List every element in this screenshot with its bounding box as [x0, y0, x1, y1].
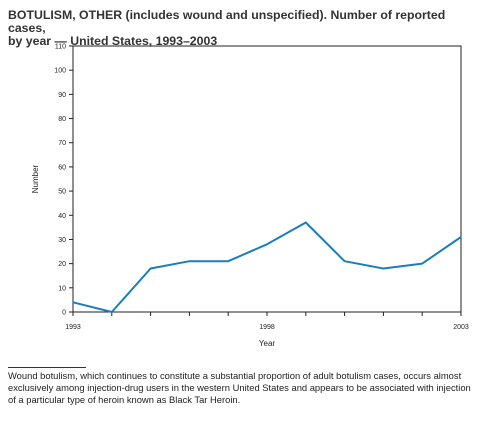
- x-tick-label: 1998: [259, 324, 275, 331]
- data-point: [149, 267, 152, 270]
- y-tick-label: 20: [58, 261, 66, 268]
- data-point: [421, 262, 424, 265]
- y-tick-label: 90: [58, 92, 66, 99]
- footnote: Wound botulism, which continues to const…: [8, 370, 471, 405]
- y-tick-label: 100: [54, 68, 66, 75]
- y-axis-ticks: 0 10 20 30 40 50 60 70 80 90 100 110: [54, 44, 73, 317]
- chart-title-line-2: by year — United States, 1993–2003: [8, 34, 218, 48]
- data-point: [343, 260, 346, 263]
- y-tick-label: 40: [58, 213, 66, 220]
- x-axis-title: Year: [259, 339, 276, 348]
- y-tick-label: 10: [58, 285, 66, 292]
- data-point: [382, 267, 385, 270]
- footnote-divider: [8, 367, 86, 368]
- chart-title-line-1: BOTULISM, OTHER (includes wound and unsp…: [8, 8, 446, 35]
- y-axis-title: Number: [31, 164, 40, 193]
- data-point: [460, 236, 462, 238]
- data-points: [72, 221, 462, 313]
- series-line: [72, 221, 462, 313]
- plot-frame: [72, 45, 462, 313]
- data-point: [72, 301, 74, 304]
- data-point: [188, 260, 191, 263]
- x-tick-label: 2003: [453, 324, 469, 331]
- y-tick-label: 30: [58, 237, 66, 244]
- chart-title: BOTULISM, OTHER (includes wound and unsp…: [8, 9, 478, 48]
- y-tick-label: 70: [58, 140, 66, 147]
- x-tick-label: 1993: [65, 324, 81, 331]
- y-tick-label: 50: [58, 189, 66, 196]
- x-axis-ticks: 1993 1998 2003: [65, 312, 469, 331]
- y-tick-label: 0: [62, 310, 66, 317]
- data-point: [111, 311, 113, 313]
- data-point: [227, 260, 229, 263]
- data-point: [305, 221, 307, 224]
- data-point: [266, 243, 268, 246]
- y-tick-label: 60: [58, 164, 66, 171]
- y-tick-label: 80: [58, 116, 66, 123]
- y-tick-label: 110: [55, 44, 66, 51]
